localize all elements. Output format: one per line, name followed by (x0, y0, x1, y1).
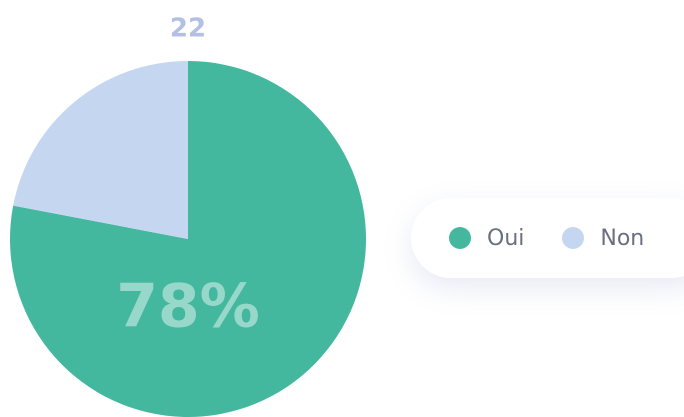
pie-slice (9, 61, 366, 417)
legend-label: Oui (487, 225, 525, 251)
data-label: 78% (116, 272, 260, 342)
legend-item: Non (562, 226, 644, 251)
legend-label: Non (600, 225, 645, 251)
data-label: 22 (170, 14, 206, 44)
pie-slice (13, 61, 189, 239)
legend-swatch (449, 227, 471, 249)
legend: Oui Non (411, 198, 684, 278)
legend-item: Oui (449, 226, 524, 251)
legend-swatch (562, 227, 585, 249)
